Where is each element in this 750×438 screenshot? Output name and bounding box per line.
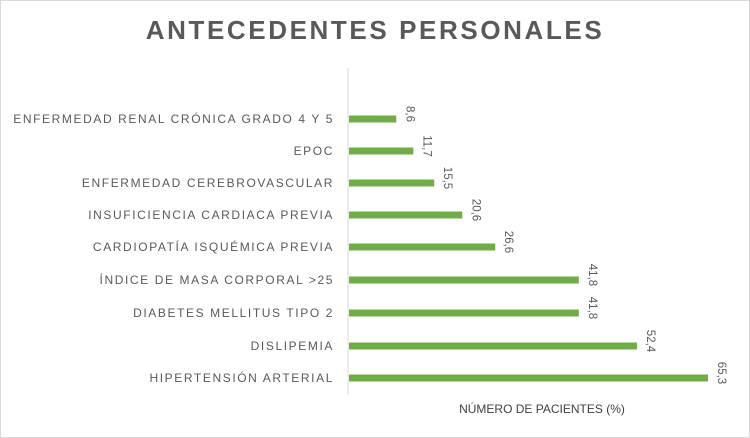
data-label: 26,6 xyxy=(502,231,514,253)
data-label: 41,8 xyxy=(586,264,598,286)
category-label: DIABETES MELLITUS TIPO 2 xyxy=(133,306,334,320)
bar xyxy=(349,147,414,155)
bar xyxy=(349,276,579,284)
category-label: ÍNDICE DE MASA CORPORAL >25 xyxy=(100,272,334,287)
category-label: HIPERTENSIÓN ARTERIAL xyxy=(149,370,334,385)
bar xyxy=(349,309,579,317)
category-label: DISLIPEMIA xyxy=(251,339,334,353)
bar xyxy=(349,211,463,219)
bar xyxy=(349,115,397,123)
data-label: 20,6 xyxy=(469,199,481,221)
data-label: 41,8 xyxy=(586,297,598,319)
data-label: 65,3 xyxy=(715,362,727,384)
data-label: 15,5 xyxy=(441,167,453,189)
chart-title: ANTECEDENTES PERSONALES xyxy=(145,15,605,45)
bar xyxy=(349,342,638,350)
data-label: 52,4 xyxy=(644,330,656,353)
data-label: 8,6 xyxy=(403,106,415,122)
bar xyxy=(349,243,496,251)
data-label: 11,7 xyxy=(420,135,432,157)
bar xyxy=(349,179,435,187)
x-axis-title: NÚMERO DE PACIENTES (%) xyxy=(459,401,625,416)
category-label: EPOC xyxy=(294,144,334,158)
category-label: ENFERMEDAD RENAL CRÓNICA GRADO 4 Y 5 xyxy=(13,111,334,126)
bar xyxy=(349,374,708,382)
category-label: INSUFICIENCIA CARDIACA PREVIA xyxy=(88,208,334,222)
category-label: CARDIOPATÍA ISQUÉMICA PREVIA xyxy=(93,239,334,254)
category-label: ENFERMEDAD CEREBROVASCULAR xyxy=(82,176,334,190)
